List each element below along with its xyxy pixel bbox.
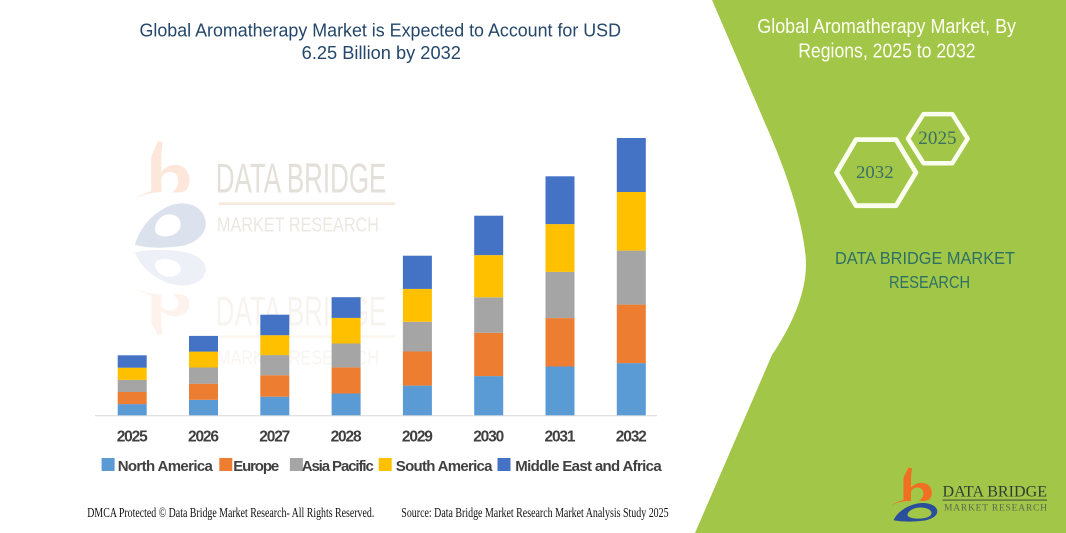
svg-text:2027: 2027 — [259, 429, 290, 446]
svg-text:2025: 2025 — [918, 128, 956, 149]
svg-text:Europe: Europe — [233, 458, 279, 475]
svg-text:Global Aromatherapy Market is: Global Aromatherapy Market is Expected t… — [140, 20, 622, 40]
svg-text:South America: South America — [396, 458, 493, 475]
svg-text:Middle East and Africa: Middle East and Africa — [515, 458, 662, 475]
svg-text:DATA BRIDGE MARKET: DATA BRIDGE MARKET — [835, 248, 1015, 268]
svg-text:2029: 2029 — [402, 429, 433, 446]
svg-text:RESEARCH: RESEARCH — [889, 272, 970, 292]
svg-text:DMCA Protected © Data Bridge M: DMCA Protected © Data Bridge Market Rese… — [87, 505, 374, 520]
svg-text:MARKET RESEARCH: MARKET RESEARCH — [944, 503, 1047, 513]
svg-text:Source: Data Bridge Market Res: Source: Data Bridge Market Research Mark… — [401, 505, 668, 520]
svg-text:2032: 2032 — [616, 429, 647, 446]
svg-text:2031: 2031 — [545, 429, 576, 446]
svg-text:2030: 2030 — [473, 429, 504, 446]
svg-text:2025: 2025 — [117, 429, 148, 446]
svg-text:Asia Pacific: Asia Pacific — [302, 458, 374, 475]
svg-text:DATA BRIDGE: DATA BRIDGE — [216, 289, 386, 335]
svg-text:DATA BRIDGE: DATA BRIDGE — [216, 156, 386, 202]
svg-text:MARKET RESEARCH: MARKET RESEARCH — [217, 213, 379, 236]
svg-text:Global Aromatherapy Market, By: Global Aromatherapy Market, By — [757, 16, 1016, 38]
svg-text:2028: 2028 — [331, 429, 362, 446]
svg-text:6.25 Billion by 2032: 6.25 Billion by 2032 — [302, 43, 461, 63]
svg-text:2026: 2026 — [188, 429, 219, 446]
svg-text:Regions, 2025 to 2032: Regions, 2025 to 2032 — [798, 40, 975, 62]
svg-text:North America: North America — [118, 458, 214, 475]
svg-text:2032: 2032 — [856, 162, 894, 182]
svg-text:DATA BRIDGE: DATA BRIDGE — [943, 484, 1048, 501]
